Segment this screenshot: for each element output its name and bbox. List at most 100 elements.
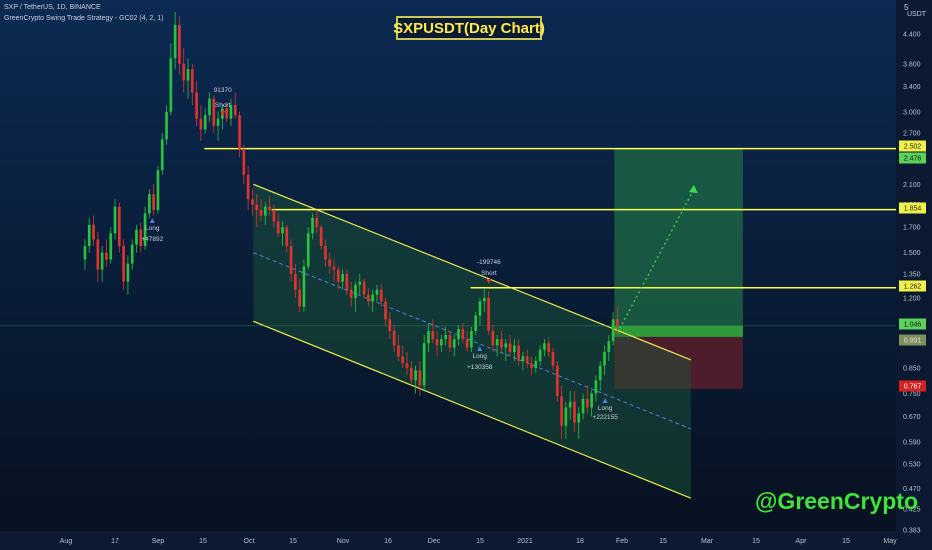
candle-body[interactable] bbox=[302, 266, 306, 307]
candle-body[interactable] bbox=[392, 330, 396, 346]
candle-body[interactable] bbox=[165, 111, 168, 140]
candle-body[interactable] bbox=[203, 115, 207, 130]
candle-body[interactable] bbox=[289, 245, 293, 275]
candle-body[interactable] bbox=[452, 339, 456, 348]
candle-body[interactable] bbox=[362, 281, 366, 295]
candle-body[interactable] bbox=[508, 343, 512, 352]
candle-body[interactable] bbox=[341, 274, 344, 282]
candle-body[interactable] bbox=[113, 206, 117, 234]
candle-body[interactable] bbox=[551, 351, 555, 366]
candle-body[interactable] bbox=[611, 319, 615, 342]
candle-body[interactable] bbox=[470, 330, 473, 348]
candle-body[interactable] bbox=[573, 401, 576, 423]
candle-body[interactable] bbox=[581, 398, 585, 414]
candle-body[interactable] bbox=[474, 315, 478, 331]
candle-body[interactable] bbox=[173, 24, 177, 59]
candle-body[interactable] bbox=[130, 244, 134, 264]
candle-body[interactable] bbox=[319, 227, 323, 246]
candle-body[interactable] bbox=[100, 252, 104, 270]
candle-body[interactable] bbox=[435, 339, 439, 346]
candle-body[interactable] bbox=[482, 297, 486, 302]
candle-body[interactable] bbox=[148, 194, 151, 214]
candle-body[interactable] bbox=[92, 224, 95, 240]
candle-body[interactable] bbox=[568, 401, 572, 408]
candle-body[interactable] bbox=[294, 274, 297, 290]
candle-body[interactable] bbox=[521, 356, 525, 361]
candle-body[interactable] bbox=[534, 360, 538, 369]
candle-body[interactable] bbox=[152, 194, 155, 211]
candle-body[interactable] bbox=[345, 274, 349, 290]
candle-body[interactable] bbox=[384, 301, 387, 320]
candle-body[interactable] bbox=[246, 174, 250, 200]
candle-body[interactable] bbox=[444, 335, 447, 340]
candle-body[interactable] bbox=[242, 148, 246, 175]
candle-body[interactable] bbox=[603, 351, 606, 366]
candle-body[interactable] bbox=[397, 345, 400, 357]
candle-body[interactable] bbox=[139, 229, 143, 246]
candle-body[interactable] bbox=[560, 396, 563, 426]
candle-body[interactable] bbox=[281, 227, 284, 234]
candle-body[interactable] bbox=[156, 170, 160, 211]
candle-body[interactable] bbox=[543, 343, 546, 350]
candle-body[interactable] bbox=[586, 398, 589, 408]
candle-body[interactable] bbox=[251, 199, 254, 205]
candle-body[interactable] bbox=[272, 210, 276, 222]
candle-body[interactable] bbox=[598, 365, 602, 381]
candle-body[interactable] bbox=[315, 217, 319, 228]
candle-body[interactable] bbox=[465, 339, 469, 348]
candle-body[interactable] bbox=[547, 343, 551, 352]
candle-body[interactable] bbox=[199, 118, 203, 130]
candle-body[interactable] bbox=[422, 343, 426, 386]
candle-body[interactable] bbox=[478, 301, 482, 316]
candle-body[interactable] bbox=[500, 339, 503, 348]
candle-body[interactable] bbox=[169, 58, 173, 112]
candle-body[interactable] bbox=[229, 105, 233, 119]
candle-body[interactable] bbox=[409, 368, 413, 381]
candle-body[interactable] bbox=[594, 380, 598, 394]
candle-body[interactable] bbox=[379, 289, 383, 302]
candle-body[interactable] bbox=[276, 221, 280, 234]
candle-body[interactable] bbox=[212, 98, 216, 126]
candle-body[interactable] bbox=[298, 289, 301, 307]
candle-body[interactable] bbox=[590, 393, 593, 408]
candle-body[interactable] bbox=[178, 24, 181, 64]
candle-body[interactable] bbox=[517, 345, 520, 361]
candle-body[interactable] bbox=[418, 370, 422, 386]
candle-body[interactable] bbox=[216, 118, 220, 126]
candle-body[interactable] bbox=[525, 356, 529, 364]
candle-body[interactable] bbox=[105, 252, 108, 260]
candle-body[interactable] bbox=[182, 63, 186, 81]
candle-body[interactable] bbox=[358, 281, 362, 285]
candle-body[interactable] bbox=[255, 204, 259, 211]
candle-body[interactable] bbox=[143, 213, 147, 246]
candle-body[interactable] bbox=[208, 98, 211, 116]
candle-body[interactable] bbox=[87, 224, 91, 246]
candle-body[interactable] bbox=[530, 363, 533, 369]
candle-body[interactable] bbox=[427, 330, 430, 344]
candle-body[interactable] bbox=[225, 108, 228, 119]
candle-body[interactable] bbox=[268, 206, 271, 211]
candle-body[interactable] bbox=[538, 349, 542, 361]
candle-body[interactable] bbox=[306, 233, 310, 267]
candle-body[interactable] bbox=[616, 319, 619, 326]
candle-body[interactable] bbox=[117, 206, 121, 246]
candle-body[interactable] bbox=[491, 330, 495, 346]
candle-body[interactable] bbox=[367, 294, 370, 302]
candle-body[interactable] bbox=[431, 330, 435, 340]
candle-body[interactable] bbox=[122, 245, 125, 282]
candle-body[interactable] bbox=[186, 69, 190, 81]
candle-body[interactable] bbox=[371, 294, 374, 302]
candle-body[interactable] bbox=[504, 343, 508, 348]
candle-body[interactable] bbox=[405, 363, 409, 369]
candle-body[interactable] bbox=[354, 284, 357, 298]
candle-body[interactable] bbox=[461, 328, 465, 340]
candle-body[interactable] bbox=[513, 345, 516, 352]
candle-body[interactable] bbox=[448, 335, 452, 348]
candle-body[interactable] bbox=[487, 297, 490, 331]
candle-body[interactable] bbox=[109, 233, 113, 260]
candle-body[interactable] bbox=[285, 227, 289, 246]
candle-body[interactable] bbox=[195, 92, 198, 119]
candle-body[interactable] bbox=[83, 245, 87, 260]
candle-body[interactable] bbox=[564, 407, 568, 426]
